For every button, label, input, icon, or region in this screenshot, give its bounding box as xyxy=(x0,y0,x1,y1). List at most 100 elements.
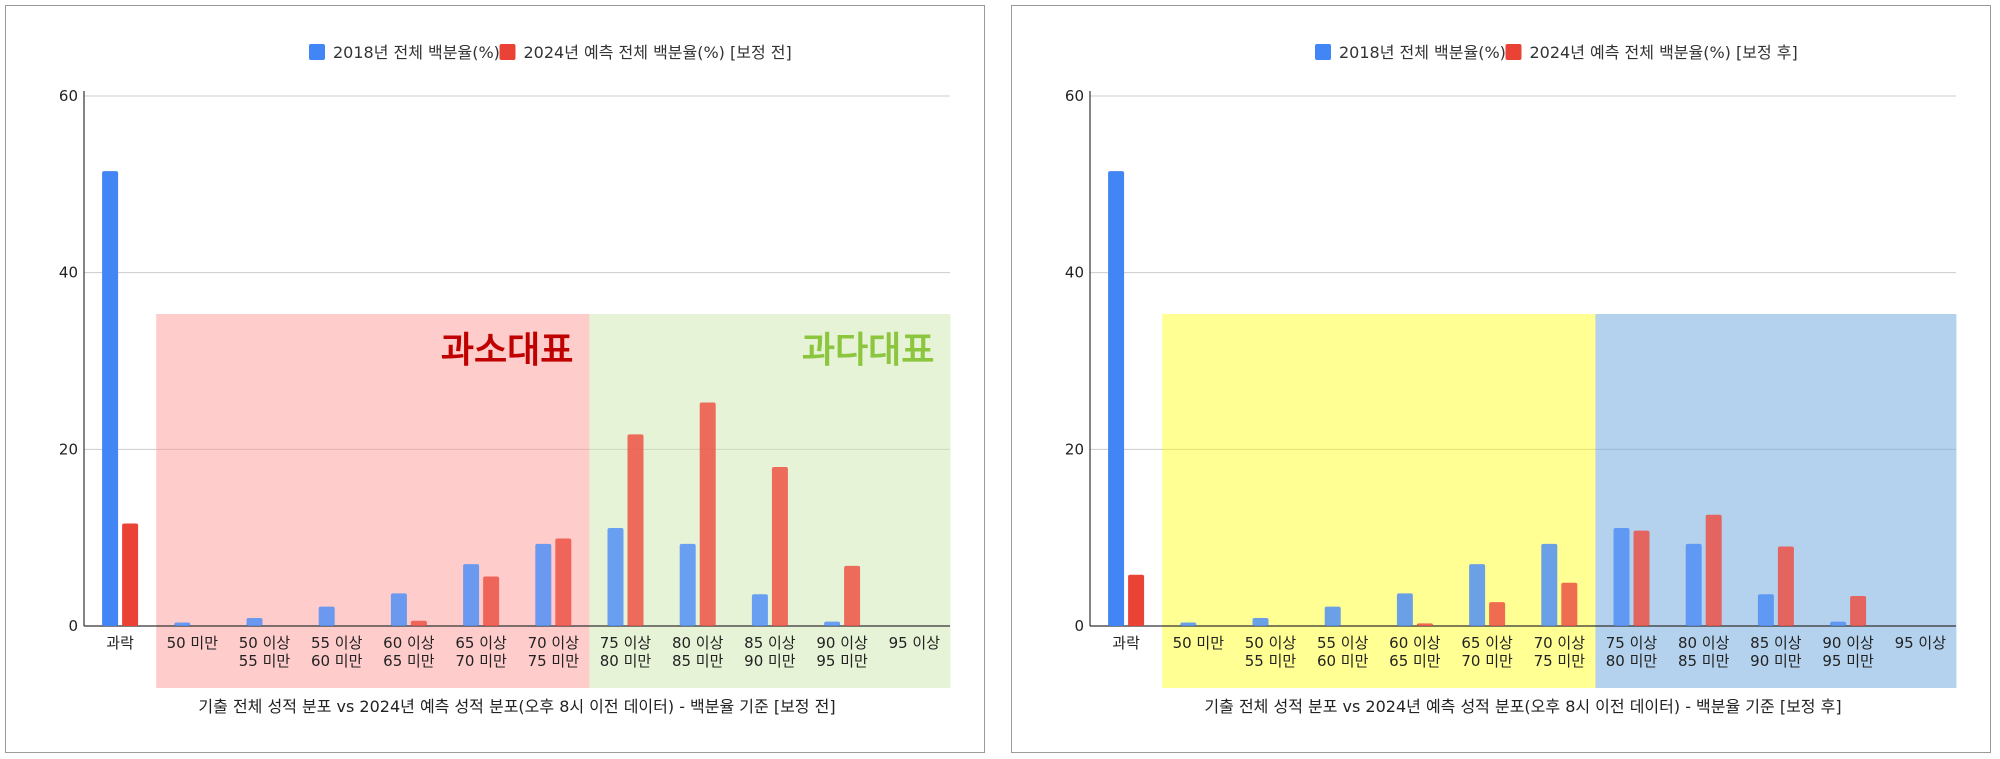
x-tick-label-line: 75 이상 xyxy=(600,634,652,652)
bar-series-1 xyxy=(824,621,841,626)
bar-series-1 xyxy=(1180,622,1197,626)
legend-label: 2018년 전체 백분율(%) xyxy=(1339,43,1506,62)
x-tick-label: 60 이상 65 미만 xyxy=(383,634,435,670)
bar-series-2 xyxy=(844,565,861,626)
legend-swatch xyxy=(1505,44,1522,60)
y-tick-label: 40 xyxy=(1065,264,1084,282)
x-tick-label: 60 이상 65 미만 xyxy=(1389,634,1441,670)
x-tick-label: 90 이상 95 미만 xyxy=(1822,634,1874,670)
bar-series-1 xyxy=(390,593,407,626)
bar-series-1 xyxy=(679,543,696,626)
x-tick-label-line: 70 이상 xyxy=(1534,634,1586,652)
x-tick-label-line: 85 이상 xyxy=(1750,634,1802,652)
bar-series-2 xyxy=(1633,530,1650,626)
bar-series-2 xyxy=(1489,602,1506,626)
legend-label: 2024년 예측 전체 백분율(%) [보정 후] xyxy=(1530,43,1798,62)
legend-swatch xyxy=(309,44,325,60)
x-tick-label-line: 75 미만 xyxy=(528,652,580,670)
x-tick-label: 50 미만 xyxy=(1173,634,1225,652)
legend-label: 2018년 전체 백분율(%) xyxy=(333,43,500,62)
bar-series-1 xyxy=(1685,543,1702,626)
x-tick-label-line: 85 이상 xyxy=(744,634,796,652)
legend-swatch xyxy=(1315,44,1331,60)
bar-series-1 xyxy=(1324,606,1341,626)
bar-series-1 xyxy=(318,606,335,626)
x-tick-label-line: 70 이상 xyxy=(528,634,580,652)
bar-series-1 xyxy=(1252,618,1269,626)
bar-series-2 xyxy=(627,434,644,626)
x-tick-label: 75 이상 80 미만 xyxy=(1606,634,1658,670)
x-tick-label: 90 이상 95 미만 xyxy=(816,634,868,670)
bar-series-2 xyxy=(1128,574,1145,626)
x-tick-label-line: 65 미만 xyxy=(1389,652,1441,670)
x-tick-label-line: 90 이상 xyxy=(1822,634,1874,652)
x-tick-label-line: 80 이상 xyxy=(1678,634,1730,652)
bar-series-1 xyxy=(174,622,191,626)
x-tick-label-line: 55 미만 xyxy=(1245,652,1297,670)
bar-series-2 xyxy=(410,620,427,626)
bar-series-2 xyxy=(1777,546,1794,626)
bar-series-1 xyxy=(102,171,119,627)
x-tick-label: 80 이상 85 미만 xyxy=(1678,634,1730,670)
x-tick-label-line: 90 미만 xyxy=(744,652,796,670)
x-tick-label-line: 80 미만 xyxy=(1606,652,1658,670)
x-tick-label-line: 80 미만 xyxy=(600,652,652,670)
bar-series-1 xyxy=(607,527,624,626)
x-tick-label: 50 이상 55 미만 xyxy=(239,634,291,670)
legend-label: 2024년 예측 전체 백분율(%) [보정 전] xyxy=(524,43,792,62)
region-label: 과다대표 xyxy=(802,330,934,371)
x-tick-label-line: 85 미만 xyxy=(1678,652,1730,670)
x-tick-label-line: 95 미만 xyxy=(1822,652,1874,670)
x-tick-label: 70 이상 75 미만 xyxy=(1534,634,1586,670)
x-tick-label: 85 이상 90 미만 xyxy=(744,634,796,670)
x-tick-label-line: 65 미만 xyxy=(383,652,435,670)
chart-title: 기출 전체 성적 분포 vs 2024년 예측 성적 분포(오후 8시 이전 데… xyxy=(198,697,835,716)
x-tick-label-line: 70 미만 xyxy=(1461,652,1513,670)
x-tick-label: 80 이상 85 미만 xyxy=(672,634,724,670)
y-tick-label: 60 xyxy=(1065,87,1084,105)
x-tick-label-line: 과락 xyxy=(106,634,134,652)
chart-panel-before: 0 20 40 60 과소대표 과다대표 과락 50 미만 50 이상 55 미만 55 이상 60 … xyxy=(5,5,985,753)
y-tick-label: 0 xyxy=(1074,617,1084,635)
bar-series-1 xyxy=(246,618,263,626)
region-label: 과소대표 xyxy=(441,330,573,371)
bar-series-1 xyxy=(1469,564,1486,626)
bar-series-2 xyxy=(1416,623,1433,626)
x-tick-label: 95 이상 xyxy=(1895,634,1947,652)
x-tick-label-line: 80 이상 xyxy=(672,634,724,652)
legend-swatch xyxy=(499,44,516,60)
x-tick-label-line: 50 미만 xyxy=(1173,634,1225,652)
x-tick-label-line: 55 이상 xyxy=(1317,634,1369,652)
x-tick-label-line: 75 이상 xyxy=(1606,634,1658,652)
x-tick-label-line: 50 이상 xyxy=(239,634,291,652)
bar-series-2 xyxy=(555,538,572,626)
bar-series-1 xyxy=(751,594,768,626)
x-tick-label: 65 이상 70 미만 xyxy=(455,634,507,670)
bar-series-1 xyxy=(1613,527,1630,626)
x-tick-label-line: 65 이상 xyxy=(455,634,507,652)
bar-series-1 xyxy=(1396,593,1413,626)
bar-series-2 xyxy=(483,576,500,626)
y-tick-label: 20 xyxy=(59,440,78,458)
x-tick-label: 50 이상 55 미만 xyxy=(1245,634,1297,670)
x-tick-label-line: 90 미만 xyxy=(1750,652,1802,670)
x-tick-label-line: 55 이상 xyxy=(311,634,363,652)
x-tick-label: 과락 xyxy=(1112,634,1140,652)
x-tick-label-line: 50 이상 xyxy=(1245,634,1297,652)
x-tick-label-line: 90 이상 xyxy=(816,634,868,652)
x-tick-label-line: 50 미만 xyxy=(167,634,219,652)
bar-series-2 xyxy=(1561,582,1578,626)
y-tick-label: 0 xyxy=(68,617,78,635)
x-tick-label: 55 이상 60 미만 xyxy=(1317,634,1369,670)
bar-series-1 xyxy=(1541,543,1558,626)
x-tick-label: 55 이상 60 미만 xyxy=(311,634,363,670)
bar-series-2 xyxy=(1850,595,1867,626)
bar-series-1 xyxy=(1830,621,1847,626)
bar-series-2 xyxy=(699,402,716,626)
y-tick-label: 40 xyxy=(59,264,78,282)
x-tick-label: 75 이상 80 미만 xyxy=(600,634,652,670)
x-tick-label-line: 60 이상 xyxy=(383,634,435,652)
x-tick-label-line: 60 미만 xyxy=(311,652,363,670)
x-tick-label: 50 미만 xyxy=(167,634,219,652)
